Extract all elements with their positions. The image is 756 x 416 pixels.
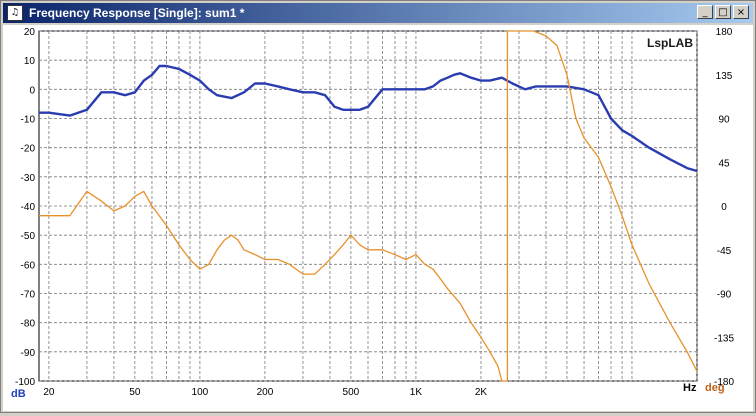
y-right-tick-label: -135 (714, 333, 734, 344)
y-right-tick-label: 45 (718, 158, 730, 169)
y-right-axis-label: deg (705, 382, 725, 394)
x-axis-ticks: 20 50 100 200 500 1K 2K (43, 387, 487, 398)
window-controls: _ □ × (697, 5, 749, 19)
y-right-tick-label: -45 (717, 246, 732, 257)
y-right-tick-label: 90 (718, 115, 730, 126)
window-title: Frequency Response [Single]: sum1 * (29, 6, 245, 20)
y-left-tick-label: -80 (21, 319, 36, 330)
y-left-tick-label: -100 (15, 377, 35, 388)
x-tick-label: 1K (410, 387, 423, 398)
y-left-tick-label: 0 (29, 85, 35, 96)
x-tick-label: 500 (343, 387, 360, 398)
y-left-tick-label: 10 (24, 56, 36, 67)
y-left-tick-label: -50 (21, 231, 36, 242)
y-left-tick-label: -30 (21, 173, 36, 184)
left-axis-ticks: 20 10 0 -10 -20 -30 -40 -50 -60 -70 -80 -90 -100 (15, 27, 35, 388)
title-bar[interactable]: ♫ Frequency Response [Single]: sum1 * _ … (3, 3, 753, 23)
magnitude-series-line (39, 64, 698, 173)
y-left-tick-label: -70 (21, 290, 36, 301)
y-right-tick-label: 0 (721, 202, 727, 213)
x-tick-label: 2K (475, 387, 488, 398)
grid (39, 30, 698, 382)
y-left-tick-label: -10 (21, 115, 36, 126)
y-right-tick-label: 180 (716, 27, 733, 38)
y-left-tick-label: -60 (21, 260, 36, 271)
phase-series-line (39, 30, 698, 382)
x-tick-label: 50 (129, 387, 141, 398)
maximize-button[interactable]: □ (715, 5, 731, 19)
close-button[interactable]: × (733, 5, 749, 19)
x-tick-label: 200 (257, 387, 274, 398)
y-left-axis-label: dB (11, 388, 26, 400)
x-tick-label: 20 (43, 387, 55, 398)
chart-area: 20 10 0 -10 -20 -30 -40 -50 -60 -70 -80 -90 -100 180… (3, 25, 753, 411)
x-tick-label: 100 (192, 387, 209, 398)
minimize-button[interactable]: _ (697, 5, 713, 19)
y-left-tick-label: -20 (21, 144, 36, 155)
y-left-tick-label: 20 (24, 27, 36, 38)
series-group (39, 30, 698, 382)
y-right-tick-label: 135 (716, 71, 733, 82)
y-right-tick-label: -180 (714, 377, 734, 388)
x-axis-label: Hz (683, 382, 697, 394)
app-icon[interactable]: ♫ (7, 5, 23, 21)
y-right-tick-label: -90 (717, 290, 732, 301)
right-axis-ticks: 180 135 90 45 0 -45 -90 -135 -180 (714, 27, 734, 388)
y-left-tick-label: -40 (21, 202, 36, 213)
brand-label: LspLAB (647, 36, 693, 50)
y-left-tick-label: -90 (21, 348, 36, 359)
